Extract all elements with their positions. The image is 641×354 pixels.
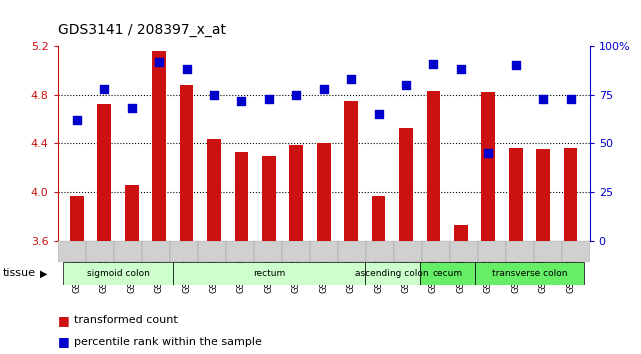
Point: [209, 92, 219, 97]
Bar: [197, 241, 226, 262]
Point: [456, 67, 466, 72]
Bar: [366, 241, 394, 262]
Bar: [125, 185, 138, 241]
Bar: [235, 152, 248, 241]
Point: [237, 98, 247, 103]
Point: [291, 92, 301, 97]
Bar: [399, 127, 413, 241]
Point: [538, 96, 548, 102]
Point: [72, 117, 82, 123]
Text: tissue: tissue: [3, 268, 36, 278]
Point: [263, 96, 274, 102]
Bar: [153, 51, 166, 241]
Text: GDS3141 / 208397_x_at: GDS3141 / 208397_x_at: [58, 23, 226, 37]
Bar: [506, 241, 534, 262]
Bar: [563, 148, 578, 241]
Bar: [478, 241, 506, 262]
Bar: [474, 262, 584, 285]
Bar: [63, 262, 173, 285]
Point: [181, 67, 192, 72]
Text: sigmoid colon: sigmoid colon: [87, 269, 149, 278]
Bar: [254, 241, 281, 262]
Point: [127, 105, 137, 111]
Bar: [97, 104, 111, 241]
Bar: [142, 241, 170, 262]
Bar: [534, 241, 562, 262]
Bar: [70, 196, 84, 241]
Bar: [317, 143, 331, 241]
Bar: [420, 262, 474, 285]
Bar: [58, 241, 86, 262]
Point: [565, 96, 576, 102]
Bar: [113, 241, 142, 262]
Text: rectum: rectum: [253, 269, 285, 278]
Point: [428, 61, 438, 67]
Bar: [394, 241, 422, 262]
Bar: [344, 101, 358, 241]
Bar: [454, 225, 468, 241]
Bar: [537, 149, 550, 241]
Bar: [562, 241, 590, 262]
Bar: [372, 196, 385, 241]
Bar: [173, 262, 365, 285]
Bar: [262, 155, 276, 241]
Bar: [170, 241, 197, 262]
Bar: [226, 241, 254, 262]
Point: [154, 59, 164, 64]
Text: percentile rank within the sample: percentile rank within the sample: [74, 337, 262, 347]
Point: [401, 82, 411, 88]
Bar: [422, 241, 450, 262]
Text: ▶: ▶: [40, 268, 48, 278]
Text: ascending colon: ascending colon: [356, 269, 429, 278]
Bar: [365, 262, 420, 285]
Point: [510, 63, 520, 68]
Bar: [481, 92, 495, 241]
Point: [483, 150, 494, 156]
Bar: [290, 144, 303, 241]
Bar: [338, 241, 366, 262]
Point: [319, 86, 329, 92]
Point: [346, 76, 356, 82]
Text: ■: ■: [58, 335, 69, 348]
Bar: [281, 241, 310, 262]
Bar: [310, 241, 338, 262]
Point: [99, 86, 110, 92]
Bar: [86, 241, 113, 262]
Text: cecum: cecum: [432, 269, 462, 278]
Bar: [179, 85, 194, 241]
Bar: [450, 241, 478, 262]
Bar: [509, 148, 522, 241]
Bar: [426, 91, 440, 241]
Point: [374, 111, 384, 117]
Text: transverse colon: transverse colon: [492, 269, 567, 278]
Bar: [207, 138, 221, 241]
Text: transformed count: transformed count: [74, 315, 178, 325]
Text: ■: ■: [58, 314, 69, 327]
